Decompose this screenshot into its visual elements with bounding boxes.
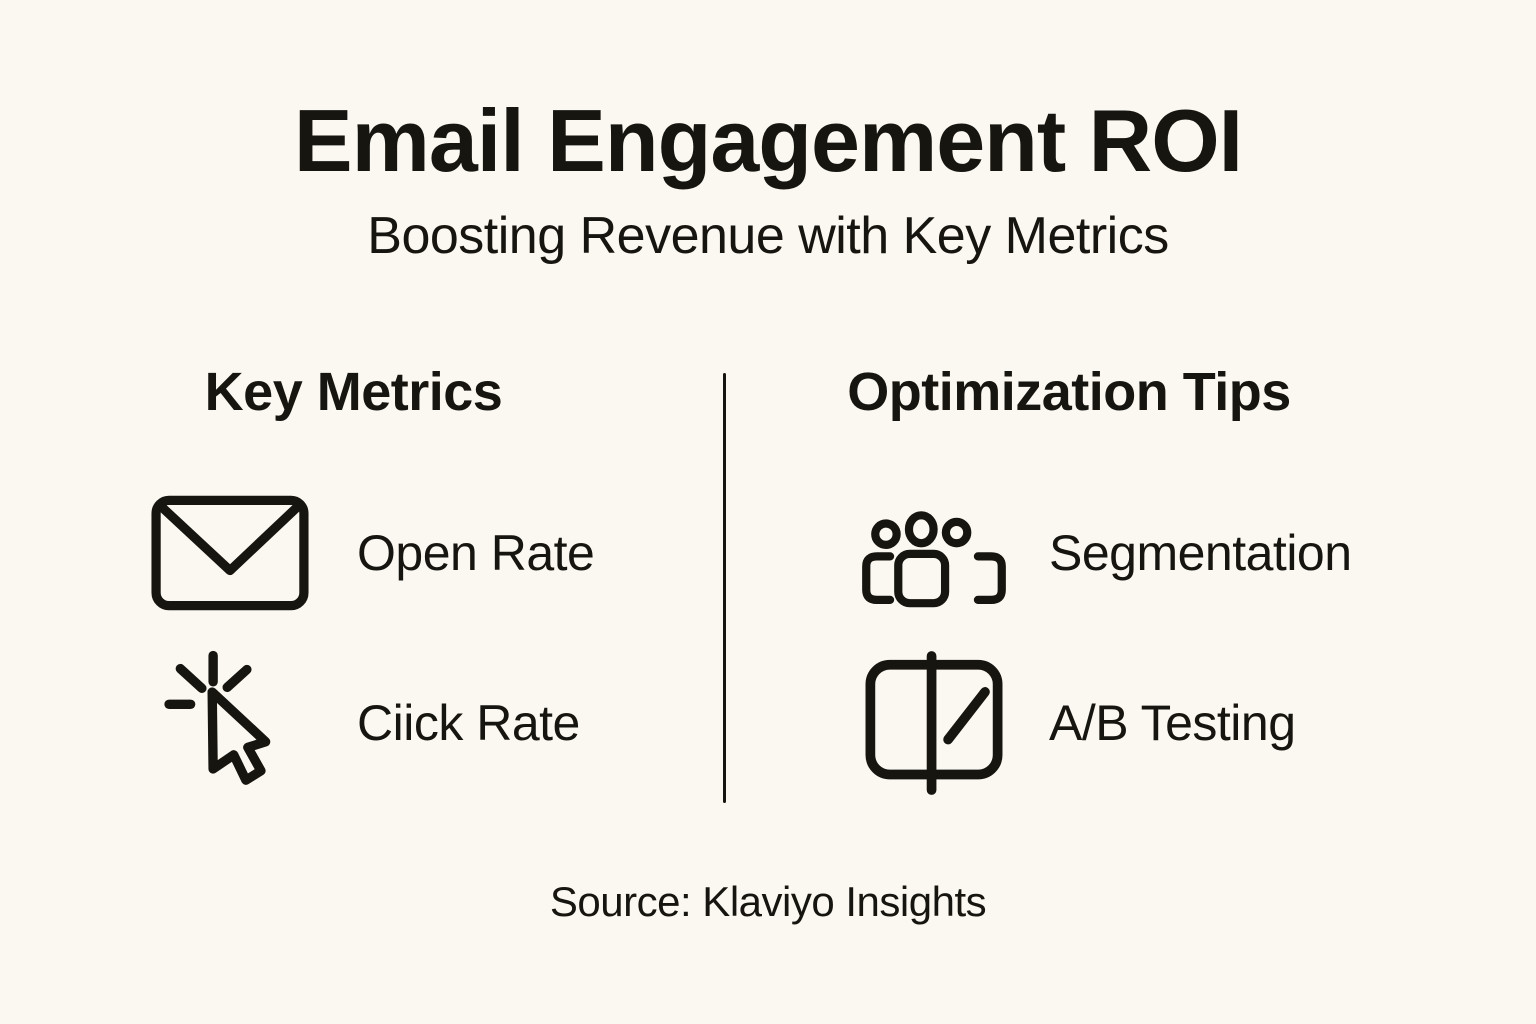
optimization-tips-column: Optimization Tips Segmentation	[726, 360, 1536, 809]
key-metrics-column: Key Metrics Open Rate	[0, 360, 723, 809]
vertical-divider	[723, 372, 726, 803]
list-item-open-rate: Open Rate	[145, 468, 723, 638]
optimization-tips-heading: Optimization Tips	[847, 361, 1291, 422]
item-label-open-rate: Open Rate	[357, 525, 595, 582]
columns-section: Key Metrics Open Rate	[0, 360, 1536, 809]
page-subtitle: Boosting Revenue with Key Metrics	[367, 207, 1169, 266]
source-attribution: Source: Klaviyo Insights	[549, 878, 987, 926]
key-metrics-heading: Key Metrics	[204, 361, 503, 422]
page-title: Email Engagement ROI	[293, 91, 1243, 190]
item-label-ab-testing: A/B Testing	[1049, 695, 1296, 752]
envelope-icon	[145, 480, 315, 626]
item-label-click-rate: Ciick Rate	[357, 695, 580, 752]
people-group-icon	[849, 481, 1019, 626]
cursor-click-icon	[145, 638, 315, 808]
list-item-segmentation: Segmentation	[849, 468, 1536, 638]
list-item-ab-testing: A/B Testing	[849, 638, 1536, 808]
list-item-click-rate: Ciick Rate	[145, 638, 723, 808]
item-label-segmentation: Segmentation	[1049, 525, 1352, 582]
ab-test-split-icon	[849, 648, 1019, 798]
